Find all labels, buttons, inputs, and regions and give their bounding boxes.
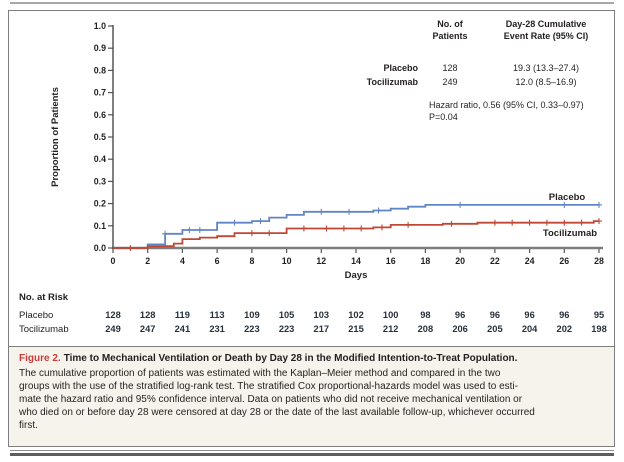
stats-header-event-rate: Day-28 Cumulative Event Rate (95% CI) <box>503 19 589 41</box>
caption-body-text: The cumulative proportion of patients wa… <box>19 368 535 431</box>
y-tick-label: 0.8 <box>94 65 106 75</box>
y-tick-label: 0.5 <box>94 132 106 142</box>
risk-count: 215 <box>348 324 364 334</box>
caption-title-text: Time to Mechanical Ventilation or Death … <box>63 353 518 364</box>
stats-header-spacer <box>339 19 418 42</box>
caption-title: Figure 2. Time to Mechanical Ventilation … <box>19 353 604 364</box>
risk-count: 205 <box>487 324 503 334</box>
p-value-text: P=0.04 <box>429 112 458 122</box>
x-tick-label: 2 <box>145 256 150 266</box>
stats-header-no-of-patients: No. of Patients <box>432 19 468 41</box>
risk-count: 105 <box>278 310 295 320</box>
stats-rate-tocilizumab: 12.0 (8.5–16.9) <box>515 76 577 87</box>
y-tick-label: 0.1 <box>94 221 106 231</box>
y-tick-label: 0.6 <box>94 110 106 120</box>
risk-count: 204 <box>521 324 538 334</box>
x-tick-label: 22 <box>490 256 500 266</box>
risk-count: 202 <box>556 324 573 334</box>
risk-count: 249 <box>105 324 121 334</box>
risk-table-header: No. at Risk <box>19 292 69 303</box>
y-tick-label: 0.4 <box>94 154 106 164</box>
risk-count: 119 <box>174 310 190 320</box>
risk-count: 208 <box>417 324 434 334</box>
x-tick-label: 14 <box>351 256 361 266</box>
y-tick-label: 0.3 <box>94 176 106 186</box>
stats-n-tocilizumab: 249 <box>442 76 458 87</box>
summary-stats-panel: No. of Patients Day-28 Cumulative Event … <box>339 19 611 122</box>
x-axis-title: Days <box>344 270 368 281</box>
risk-count: 128 <box>139 310 156 320</box>
y-axis-title: Proportion of Patients <box>50 87 61 187</box>
km-curve-placebo <box>113 204 599 249</box>
risk-count: 95 <box>593 310 605 320</box>
risk-count: 113 <box>209 310 225 320</box>
risk-count: 128 <box>105 310 121 320</box>
y-tick-label: 0.2 <box>94 199 106 209</box>
figure-panel: 0 2 4 6 8 10 12 14 16 18 20 22 24 26 28 0.0 0.1 0.2 0.3 0.4… <box>8 10 615 447</box>
risk-count: 241 <box>174 324 191 334</box>
top-divider-rule <box>10 2 614 4</box>
risk-count: 96 <box>524 310 535 320</box>
figure-number-label: Figure 2. <box>19 353 61 364</box>
x-tick-label: 0 <box>111 256 116 266</box>
x-tick-label: 24 <box>525 256 535 266</box>
x-tick-label: 16 <box>386 256 396 266</box>
risk-count: 206 <box>452 324 468 334</box>
risk-count: 109 <box>244 310 260 320</box>
risk-count: 247 <box>139 324 156 334</box>
figure-caption: Figure 2. Time to Mechanical Ventilation … <box>9 346 614 446</box>
risk-count: 102 <box>348 310 364 320</box>
risk-row-label-tocilizumab: Tocilizumab <box>19 324 69 335</box>
stats-n-placebo: 128 <box>442 63 458 73</box>
risk-count: 100 <box>382 310 399 320</box>
stats-row-label-tocilizumab: Tocilizumab <box>366 76 418 87</box>
risk-count: 223 <box>244 324 260 334</box>
curve-label-placebo: Placebo <box>548 192 586 203</box>
x-tick-label: 18 <box>421 256 431 266</box>
stats-rate-placebo: 19.3 (13.3–27.4) <box>512 63 580 73</box>
x-tick-label: 6 <box>215 256 220 266</box>
risk-count: 212 <box>382 324 399 334</box>
x-tick-label: 20 <box>455 256 465 266</box>
risk-count: 98 <box>420 310 431 320</box>
risk-row-label-placebo: Placebo <box>19 310 54 321</box>
x-tick-label: 28 <box>594 256 604 266</box>
risk-count: 223 <box>278 324 295 334</box>
risk-count: 96 <box>489 310 501 320</box>
km-curve-tocilizumab <box>113 220 599 249</box>
risk-count: 198 <box>591 324 607 334</box>
x-tick-label: 4 <box>180 256 185 266</box>
curve-label-tocilizumab: Tocilizumab <box>542 228 598 239</box>
y-tick-label: 1.0 <box>94 21 106 31</box>
x-tick-label: 10 <box>282 256 292 266</box>
y-tick-label: 0.9 <box>94 43 106 53</box>
hazard-ratio-text: Hazard ratio, 0.56 (95% CI, 0.33–0.97) <box>429 100 584 110</box>
bottom-divider-rule-thick <box>10 453 614 456</box>
risk-count: 103 <box>313 310 330 320</box>
stats-row-label-placebo: Placebo <box>383 63 418 73</box>
kaplan-meier-chart-area: 0 2 4 6 8 10 12 14 16 18 20 22 24 26 28 0.0 0.1 0.2 0.3 0.4… <box>9 11 614 346</box>
risk-count: 231 <box>209 324 225 334</box>
risk-count: 96 <box>559 310 570 320</box>
x-tick-label: 26 <box>559 256 569 266</box>
y-tick-label: 0.0 <box>94 243 106 253</box>
x-tick-label: 8 <box>249 256 254 266</box>
kaplan-meier-plot: 0 2 4 6 8 10 12 14 16 18 20 22 24 26 280.00.10.20.30.4… <box>94 21 604 266</box>
risk-count: 217 <box>313 324 330 334</box>
risk-count: 96 <box>454 310 466 320</box>
y-tick-label: 0.7 <box>94 88 106 98</box>
x-tick-label: 12 <box>316 256 326 266</box>
bottom-divider-rule-thin <box>10 450 614 451</box>
